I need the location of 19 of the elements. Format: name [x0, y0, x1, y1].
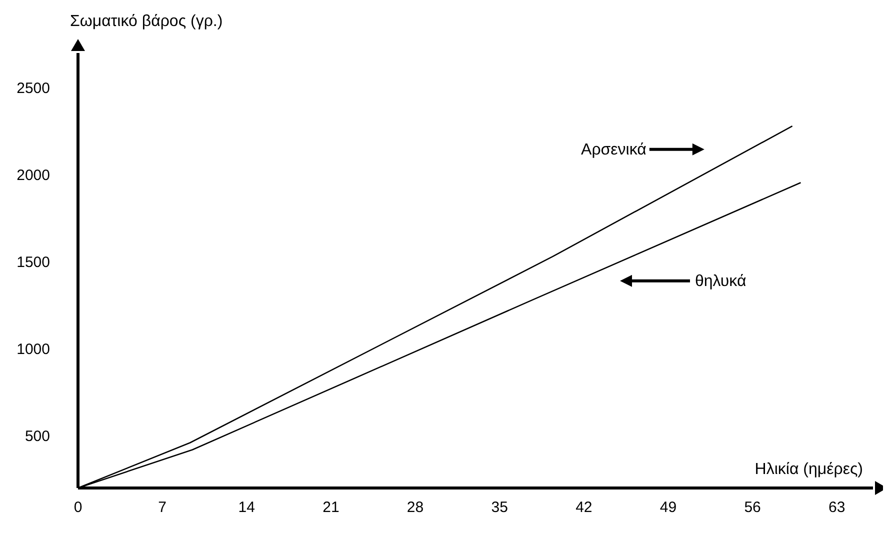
y-tick-label: 2000: [16, 167, 50, 184]
x-tick-label: 56: [744, 499, 761, 516]
x-axis-title: Ηλικία (ημέρες): [754, 461, 863, 478]
x-tick-label: 28: [406, 499, 424, 516]
x-tick-label: 63: [828, 499, 846, 516]
y-tick-label: 1500: [16, 254, 50, 272]
x-tick-label: 35: [491, 499, 508, 516]
x-tick-label: 21: [322, 499, 340, 516]
y-axis-title: Σωματικό βάρος (γρ.): [70, 13, 223, 30]
x-tick-label: 0: [74, 499, 82, 516]
x-tick-label: 49: [660, 499, 677, 516]
x-tick-label: 7: [158, 499, 166, 516]
y-tick-label: 500: [24, 428, 50, 446]
y-tick-label: 1000: [16, 341, 50, 358]
x-tick-label: 14: [238, 499, 255, 516]
x-tick-label: 42: [576, 499, 592, 516]
y-tick-label: 2500: [16, 80, 50, 98]
text: Αρσενικά: [581, 141, 646, 158]
legend-label: θηλυκά: [695, 272, 746, 290]
